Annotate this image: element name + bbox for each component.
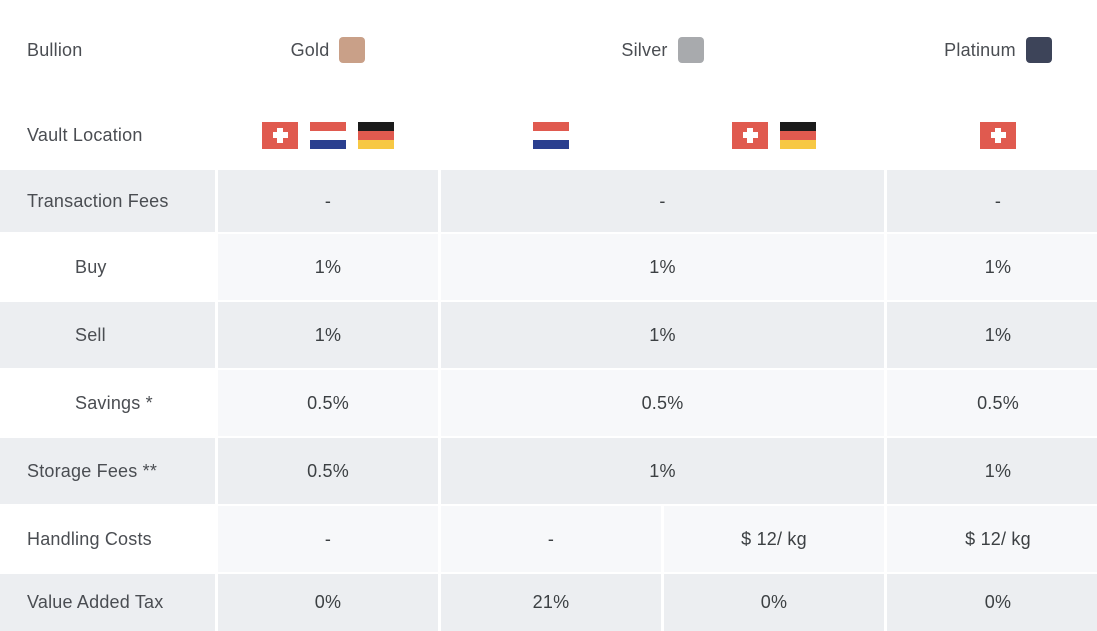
vat-platinum: 0% — [887, 574, 1097, 631]
handling-gold: - — [218, 506, 438, 572]
header-silver: Silver — [441, 0, 884, 100]
savings-label: Savings * — [0, 370, 215, 436]
gold-vault-flags — [218, 102, 438, 168]
handling-costs-label: Handling Costs — [0, 506, 215, 572]
handling-platinum: $ 12/ kg — [887, 506, 1097, 572]
header-bullion-label: Bullion — [0, 0, 215, 100]
storage-gold: 0.5% — [218, 438, 438, 504]
flag-de-icon — [780, 121, 816, 149]
sell-platinum: 1% — [887, 302, 1097, 368]
transaction-gold: - — [218, 170, 438, 232]
storage-platinum: 1% — [887, 438, 1097, 504]
transaction-fees-label: Transaction Fees — [0, 170, 215, 232]
vat-label: Value Added Tax — [0, 574, 215, 631]
handling-silver-a: - — [441, 506, 661, 572]
sell-label: Sell — [0, 302, 215, 368]
flag-ch-icon — [732, 121, 768, 149]
handling-silver-b: $ 12/ kg — [664, 506, 884, 572]
storage-fees-label: Storage Fees ** — [0, 438, 215, 504]
platinum-vault-flags — [887, 102, 1097, 168]
buy-gold: 1% — [218, 234, 438, 300]
flag-nl-icon — [310, 121, 346, 149]
buy-label: Buy — [0, 234, 215, 300]
silver-label: Silver — [621, 39, 668, 60]
sell-gold: 1% — [218, 302, 438, 368]
sell-silver: 1% — [441, 302, 884, 368]
storage-silver: 1% — [441, 438, 884, 504]
vat-silver-b: 0% — [664, 574, 884, 631]
savings-platinum: 0.5% — [887, 370, 1097, 436]
savings-silver: 0.5% — [441, 370, 884, 436]
savings-gold: 0.5% — [218, 370, 438, 436]
gold-label: Gold — [290, 39, 330, 60]
platinum-label: Platinum — [944, 39, 1016, 60]
flag-nl-icon — [533, 121, 569, 149]
flag-de-icon — [358, 121, 394, 149]
gold-color-swatch — [339, 37, 366, 63]
platinum-color-swatch — [1025, 37, 1052, 63]
header-gold: Gold — [218, 0, 438, 100]
silver-vault-flags-b — [664, 102, 884, 168]
vault-location-label: Vault Location — [0, 102, 215, 168]
header-platinum: Platinum — [887, 0, 1097, 100]
flag-ch-icon — [980, 121, 1016, 149]
buy-platinum: 1% — [887, 234, 1097, 300]
transaction-silver: - — [441, 170, 884, 232]
flag-ch-icon — [262, 121, 298, 149]
silver-vault-flags-a — [441, 102, 661, 168]
vat-gold: 0% — [218, 574, 438, 631]
silver-color-swatch — [677, 37, 704, 63]
vat-silver-a: 21% — [441, 574, 661, 631]
transaction-platinum: - — [887, 170, 1097, 232]
buy-silver: 1% — [441, 234, 884, 300]
